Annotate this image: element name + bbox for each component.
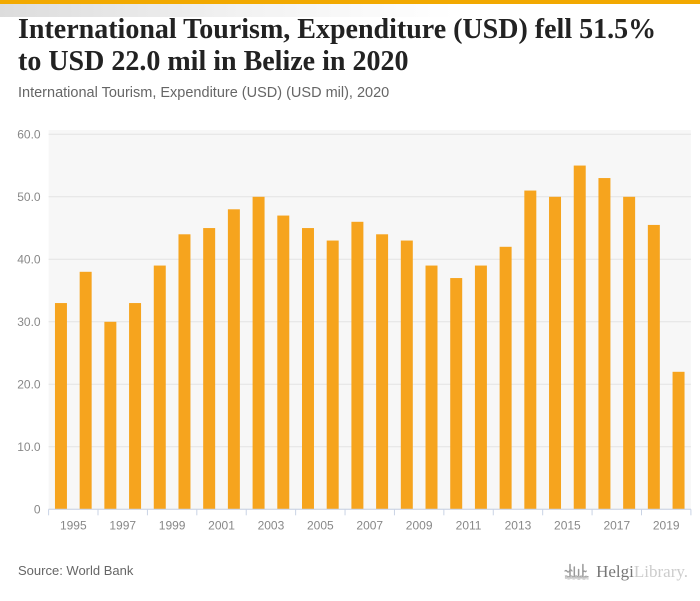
svg-text:60.0: 60.0	[17, 130, 41, 141]
svg-text:2007: 2007	[356, 518, 383, 532]
svg-text:2003: 2003	[258, 518, 285, 532]
svg-text:30.0: 30.0	[17, 315, 41, 329]
svg-text:2019: 2019	[653, 518, 680, 532]
svg-text:2001: 2001	[208, 518, 235, 532]
svg-text:10.0: 10.0	[17, 440, 41, 454]
svg-text:0: 0	[34, 502, 41, 516]
svg-text:2009: 2009	[406, 518, 433, 532]
svg-text:1995: 1995	[60, 518, 87, 532]
svg-text:1999: 1999	[159, 518, 186, 532]
svg-text:1997: 1997	[109, 518, 136, 532]
svg-text:2005: 2005	[307, 518, 334, 532]
svg-text:50.0: 50.0	[17, 190, 41, 204]
svg-text:2013: 2013	[505, 518, 532, 532]
svg-text:20.0: 20.0	[17, 377, 41, 391]
svg-text:2011: 2011	[456, 518, 482, 532]
svg-text:2017: 2017	[603, 518, 630, 532]
svg-text:40.0: 40.0	[17, 252, 41, 266]
svg-text:2015: 2015	[554, 518, 581, 532]
